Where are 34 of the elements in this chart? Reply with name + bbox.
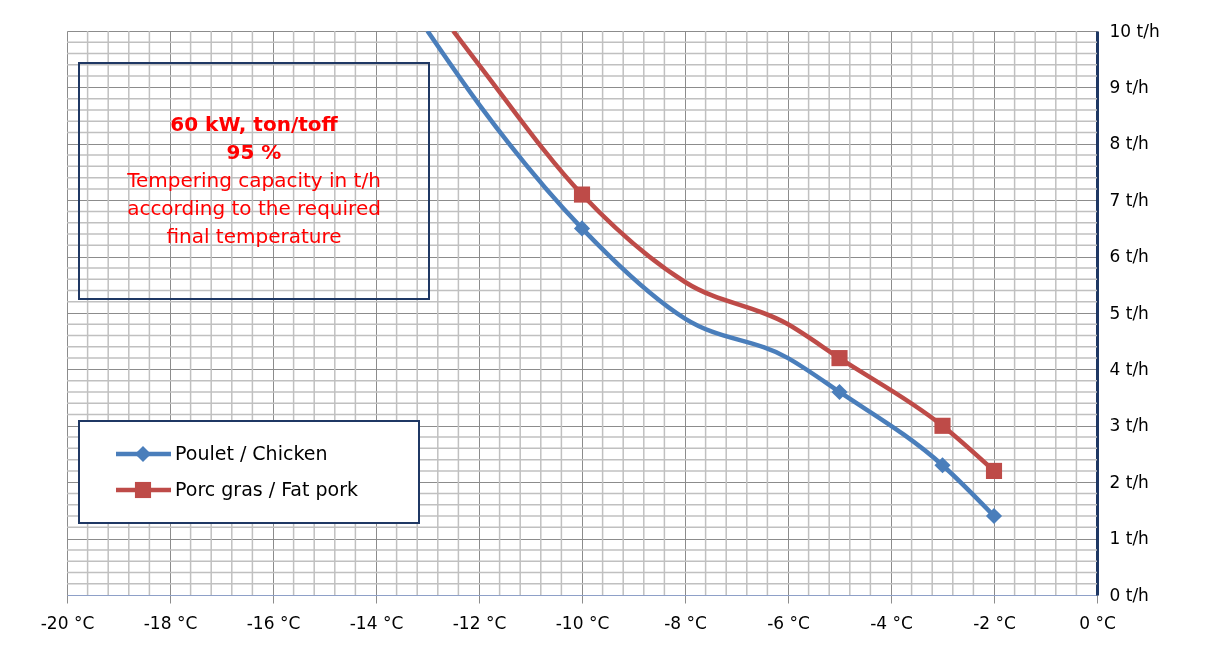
point (831, 383, 848, 401)
point (573, 186, 591, 203)
legend-label: Poulet / Chicken (175, 442, 328, 464)
point (831, 350, 848, 367)
x-tick-label: -12 °C (452, 612, 507, 633)
point (985, 507, 1003, 525)
x-tick-label: -16 °C (246, 612, 301, 633)
y-tick-label: 6 t/h (1109, 246, 1149, 267)
x-tick-label: -14 °C (349, 612, 404, 633)
point (934, 457, 951, 474)
annotation: 60 kW, ton/toff 95 % (170, 112, 339, 164)
x-tick-label: -4 °C (870, 612, 913, 633)
y-tick-label: 10 t/h (1109, 20, 1160, 41)
y-tick-label: 4 t/h (1109, 358, 1149, 379)
legend-label: Porc gras / Fat pork (175, 478, 358, 500)
x-tick-label: -20 °C (40, 612, 95, 633)
y-tick-label: 9 t/h (1109, 76, 1149, 97)
y-tick-label: 5 t/h (1109, 302, 1149, 323)
y-tick-label: 3 t/h (1109, 415, 1149, 436)
x-tick-label: 0 °C (1079, 612, 1116, 633)
y-tick-label: 0 t/h (1109, 584, 1149, 605)
y-tick-label: 1 t/h (1109, 528, 1149, 549)
y-tick-label: 8 t/h (1109, 133, 1149, 154)
x-tick-label: -10 °C (555, 612, 610, 633)
point (934, 417, 951, 434)
x-tick-label: -6 °C (767, 612, 810, 633)
y-tick-label: 7 t/h (1109, 189, 1149, 210)
y-tick-label: 2 t/h (1109, 471, 1149, 492)
x-tick-label: -18 °C (143, 612, 198, 633)
annotation: Tempering capacity in t/h according to the required final temperature (126, 168, 381, 248)
point (573, 220, 591, 237)
point (985, 462, 1003, 479)
x-tick-label: -8 °C (664, 612, 707, 633)
x-tick-label: -2 °C (973, 612, 1016, 633)
